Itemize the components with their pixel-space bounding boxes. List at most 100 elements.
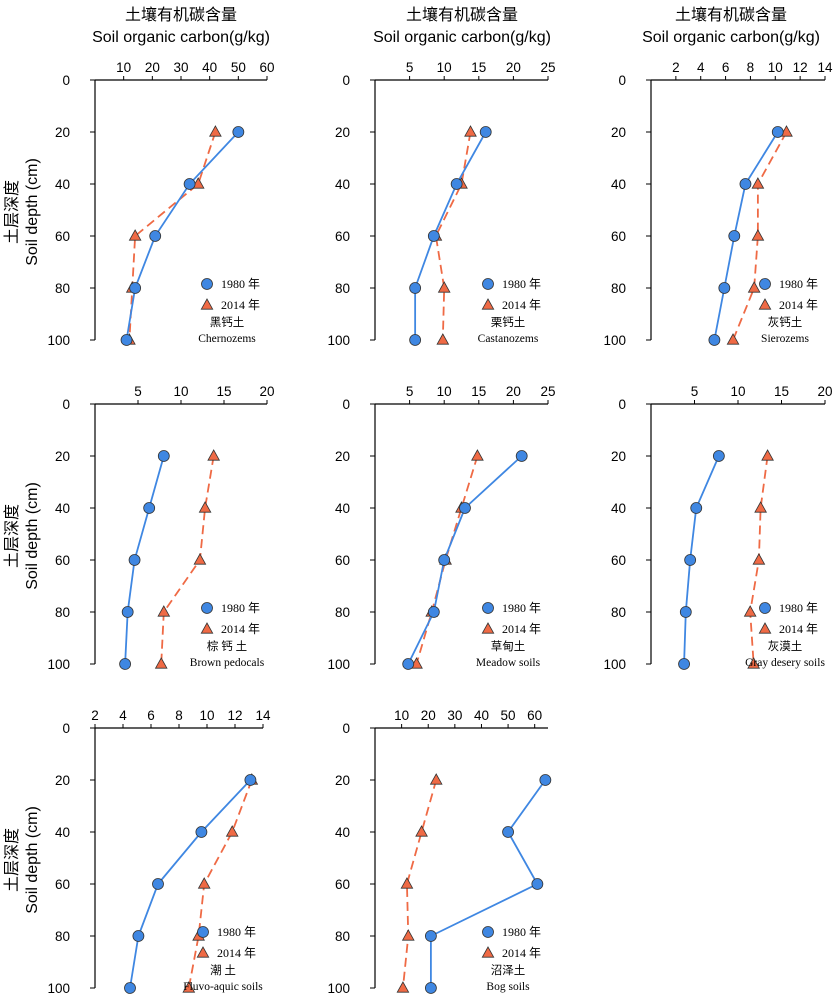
- y-tick-label: 40: [335, 501, 350, 516]
- y-tick-label: 40: [611, 501, 626, 516]
- x-tick-label: 10: [173, 384, 188, 399]
- panel-label-en: Meadow soils: [476, 657, 541, 669]
- x-tick-label: 14: [255, 708, 271, 723]
- row-ylabel-2: 土层深度 Soil depth (cm): [2, 482, 41, 590]
- data-point-2014: [401, 929, 415, 941]
- data-point-2014: [154, 657, 168, 669]
- data-point-2014: [726, 333, 740, 345]
- y-tick-label: 20: [335, 449, 350, 464]
- data-point-2014: [182, 981, 196, 993]
- x-tick-label: 60: [527, 708, 542, 723]
- x-tick-label: 20: [421, 708, 436, 723]
- y-tick-label: 20: [55, 449, 70, 464]
- y-tick-label: 0: [62, 721, 70, 736]
- legend-marker-2014: [481, 946, 495, 958]
- y-tick-label: 40: [55, 501, 70, 516]
- legend-marker-1980: [759, 602, 771, 614]
- y-tick-label: 60: [55, 229, 70, 244]
- data-point-2014: [198, 501, 212, 513]
- x-tick-label: 4: [697, 60, 705, 75]
- x-tick-label: 20: [145, 60, 160, 75]
- data-point-1980: [424, 930, 437, 942]
- legend-label-1980: 1980 年: [221, 277, 260, 291]
- legend-marker-2014: [196, 946, 210, 958]
- data-point-2014: [207, 449, 221, 461]
- data-point-1980: [515, 450, 528, 462]
- data-point-1980: [438, 554, 451, 566]
- y-tick-label: 60: [55, 877, 70, 892]
- data-point-1980: [424, 982, 437, 994]
- y-tick-label: 60: [335, 877, 350, 892]
- panel-label-en: Brown pedocals: [190, 657, 265, 669]
- data-point-1980: [771, 126, 784, 138]
- data-point-1980: [119, 658, 131, 670]
- data-point-1980: [132, 930, 145, 942]
- legend-marker-1980: [759, 278, 771, 290]
- legend-label-1980: 1980 年: [502, 277, 541, 291]
- x-tick-label: 20: [506, 60, 521, 75]
- y-tick-label: 0: [342, 73, 350, 88]
- data-point-2014: [747, 281, 761, 293]
- y-tick-label: 20: [335, 773, 350, 788]
- x-tick-label: 15: [471, 384, 486, 399]
- series-line-2014: [434, 131, 472, 341]
- data-point-1980: [678, 658, 690, 670]
- data-point-1980: [459, 502, 471, 514]
- data-point-1980: [402, 658, 415, 670]
- column-title-en-2: Soil organic carbon(g/kg): [373, 29, 551, 46]
- y-tick-label: 0: [618, 73, 626, 88]
- data-point-2014: [400, 877, 414, 889]
- column-title-cn-3: 土壤有机碳含量: [675, 5, 787, 24]
- panel-label-cn: 潮 土: [210, 963, 236, 977]
- y-tick-label: 100: [603, 657, 626, 672]
- x-tick-label: 5: [406, 384, 414, 399]
- y-tick-label: 80: [335, 929, 350, 944]
- legend-label-2014: 2014 年: [221, 622, 260, 636]
- x-tick-label: 15: [471, 60, 486, 75]
- legend-marker-1980: [201, 278, 213, 290]
- legend-label-2014: 2014 年: [502, 946, 541, 960]
- x-tick-label: 30: [173, 60, 188, 75]
- panel-7: 2 4 6 8 10 12 14 0 20 40 60 80 100 1980 年 2014 年潮 土 Flu…: [47, 708, 271, 996]
- legend-marker-2014: [481, 298, 495, 310]
- data-point-1980: [128, 554, 141, 566]
- data-point-1980: [739, 178, 752, 190]
- y-tick-label: 0: [618, 397, 626, 412]
- data-point-1980: [157, 450, 170, 462]
- data-point-1980: [120, 334, 133, 346]
- data-point-2014: [780, 125, 793, 137]
- y-tick-label: 80: [611, 605, 626, 620]
- data-point-2014: [747, 657, 761, 669]
- legend-marker-2014: [758, 622, 772, 634]
- series-line-2014: [732, 131, 788, 341]
- row-ylabel-3: 土层深度 Soil depth (cm): [2, 806, 41, 914]
- data-point-1980: [143, 502, 156, 514]
- data-point-2014: [754, 501, 768, 513]
- data-point-2014: [471, 449, 484, 461]
- x-tick-label: 10: [199, 708, 214, 723]
- data-point-2014: [209, 125, 222, 137]
- x-tick-label: 50: [501, 708, 516, 723]
- data-point-1980: [502, 826, 514, 838]
- y-tick-label: 60: [335, 229, 350, 244]
- y-tick-label: 0: [62, 73, 70, 88]
- data-point-2014: [743, 605, 757, 617]
- x-tick-label: 20: [259, 384, 274, 399]
- legend-marker-1980: [197, 926, 209, 938]
- legend-marker-2014: [200, 298, 214, 310]
- y-tick-label: 100: [603, 333, 626, 348]
- x-tick-label: 2: [91, 708, 99, 723]
- data-point-1980: [195, 826, 208, 838]
- x-tick-label: 15: [774, 384, 789, 399]
- data-point-1980: [232, 126, 245, 138]
- y-tick-label: 100: [327, 657, 350, 672]
- column-title-en-3: Soil organic carbon(g/kg): [642, 29, 820, 46]
- data-point-1980: [479, 126, 492, 138]
- data-point-2014: [128, 229, 142, 241]
- data-point-1980: [679, 606, 692, 618]
